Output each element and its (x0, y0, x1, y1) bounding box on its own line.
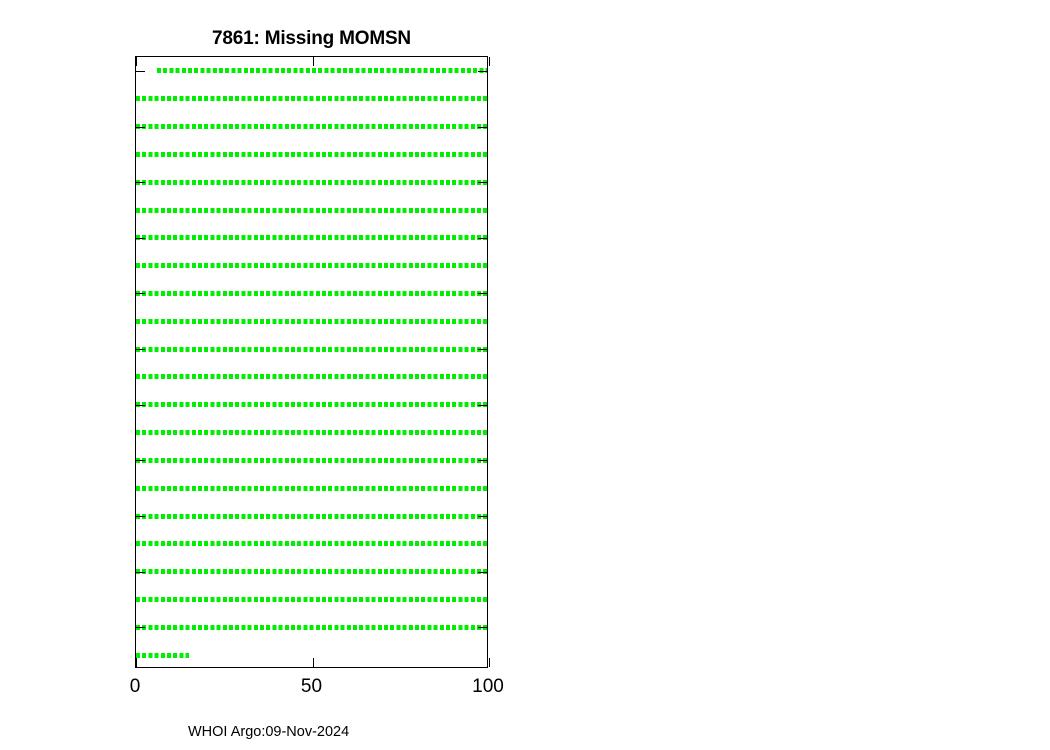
y-axis-tick (478, 349, 487, 351)
y-axis-tick (136, 349, 145, 351)
y-axis-tick (136, 460, 145, 462)
data-row (136, 430, 487, 436)
data-row (136, 124, 487, 130)
y-axis-tick (478, 627, 487, 629)
data-row (136, 96, 487, 102)
x-axis-tick (312, 658, 314, 667)
y-axis-tick (136, 126, 145, 128)
x-axis-tick (136, 658, 137, 667)
y-axis-tick (136, 70, 145, 72)
y-axis-tick (136, 627, 145, 629)
data-row (136, 207, 487, 213)
y-axis-tick (136, 571, 145, 573)
y-axis-tick (136, 293, 145, 295)
data-row (136, 652, 189, 658)
y-axis-tick (478, 237, 487, 239)
y-axis-tick (136, 237, 145, 239)
x-axis-tick-label: 0 (129, 676, 141, 697)
data-row (136, 457, 487, 463)
y-axis-tick (478, 571, 487, 573)
footer-note: WHOI Argo:09-Nov-2024 (188, 724, 350, 740)
data-row (157, 68, 487, 74)
y-axis-tick (478, 126, 487, 128)
data-row (136, 346, 487, 352)
y-axis-tick (478, 182, 487, 184)
y-axis-tick (478, 70, 487, 72)
x-axis-tick (489, 658, 490, 667)
data-row (136, 485, 487, 491)
data-row (136, 151, 487, 157)
x-axis-tick-label: 100 (472, 676, 504, 697)
data-row (136, 569, 487, 575)
x-axis-tick (489, 57, 490, 66)
x-axis-tick-label: 50 (300, 676, 323, 697)
x-axis-tick (136, 57, 137, 66)
y-axis-tick (136, 516, 145, 517)
data-row (136, 624, 487, 630)
data-row (136, 263, 487, 269)
y-axis-tick (478, 293, 487, 295)
data-row (136, 318, 487, 324)
y-axis-tick (136, 404, 145, 406)
data-row (136, 290, 487, 296)
chart-title: 7861: Missing MOMSN (212, 28, 411, 49)
x-axis-tick (312, 57, 314, 66)
data-row (136, 374, 487, 380)
y-axis-tick (478, 516, 487, 517)
data-row (136, 402, 487, 408)
data-row (136, 179, 487, 185)
y-axis-tick (136, 182, 145, 184)
y-axis-tick (478, 460, 487, 462)
data-row (136, 596, 487, 602)
y-axis-tick (478, 404, 487, 406)
data-row (136, 541, 487, 547)
data-series-layer (136, 57, 487, 667)
data-row (136, 235, 487, 241)
plot-area (135, 56, 490, 668)
data-row (136, 513, 487, 519)
